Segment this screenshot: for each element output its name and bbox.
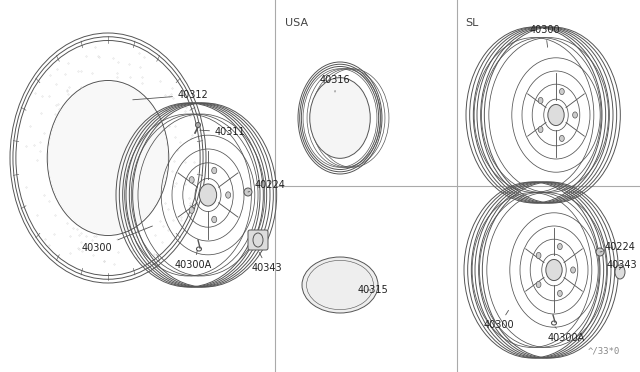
Ellipse shape [212, 216, 217, 223]
Ellipse shape [195, 122, 200, 128]
Text: 40300: 40300 [484, 310, 515, 330]
Text: 40224: 40224 [600, 242, 636, 252]
Ellipse shape [557, 291, 563, 296]
Ellipse shape [310, 78, 370, 158]
Ellipse shape [571, 267, 575, 273]
Ellipse shape [615, 265, 625, 279]
Ellipse shape [200, 184, 216, 206]
Ellipse shape [189, 177, 194, 183]
Ellipse shape [557, 244, 563, 250]
Ellipse shape [302, 257, 378, 313]
Ellipse shape [189, 207, 194, 214]
Text: 40316: 40316 [320, 75, 351, 92]
Ellipse shape [244, 188, 252, 196]
FancyBboxPatch shape [248, 230, 268, 250]
Text: 40300A: 40300A [548, 327, 585, 343]
Text: 40224: 40224 [248, 180, 286, 192]
Ellipse shape [536, 281, 541, 288]
Text: 40300: 40300 [530, 25, 561, 47]
Ellipse shape [253, 233, 263, 247]
Ellipse shape [536, 253, 541, 259]
Text: 40311: 40311 [200, 127, 246, 137]
Ellipse shape [596, 248, 604, 256]
Text: 40343: 40343 [252, 253, 283, 273]
Ellipse shape [538, 126, 543, 132]
Ellipse shape [573, 112, 577, 118]
Text: SL: SL [465, 18, 478, 28]
Ellipse shape [559, 89, 564, 94]
Ellipse shape [548, 105, 564, 126]
Text: USA: USA [285, 18, 308, 28]
Text: 40300A: 40300A [175, 251, 212, 270]
Text: 40300: 40300 [82, 226, 152, 253]
Text: 40315: 40315 [358, 285, 388, 295]
Text: 40312: 40312 [132, 90, 209, 100]
Ellipse shape [538, 97, 543, 103]
Ellipse shape [212, 167, 217, 174]
Text: 40343: 40343 [607, 260, 637, 270]
Text: ^/33*0: ^/33*0 [588, 347, 620, 356]
Ellipse shape [226, 192, 230, 198]
Ellipse shape [546, 259, 562, 280]
Ellipse shape [48, 82, 168, 234]
Ellipse shape [559, 135, 564, 141]
